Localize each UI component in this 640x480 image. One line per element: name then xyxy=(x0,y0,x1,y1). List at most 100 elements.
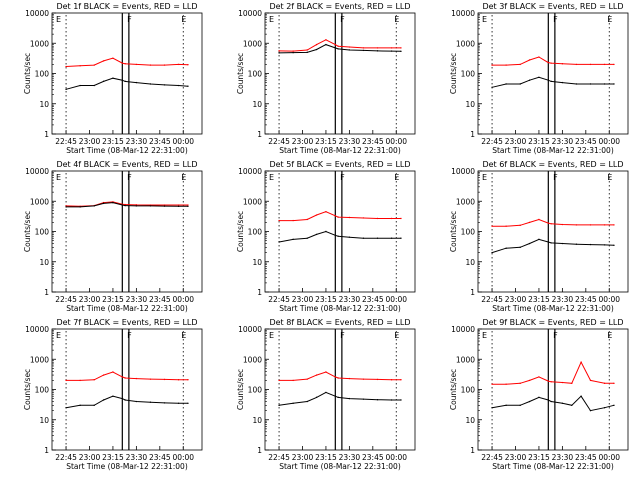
series-events xyxy=(491,76,614,88)
detector-panel-2: Det 2f BLACK = Events, RED = LLD 1 10 100 10… xyxy=(236,2,416,155)
interval-marker-label: F xyxy=(127,173,132,182)
data-point xyxy=(306,378,308,380)
x-tick-label: 23:00 xyxy=(79,453,101,462)
data-point xyxy=(135,204,138,206)
data-point xyxy=(65,205,67,207)
data-point xyxy=(149,83,152,85)
data-point xyxy=(121,62,124,64)
y-tick-label: 10000 xyxy=(451,325,475,334)
data-point xyxy=(603,407,606,409)
y-tick-label: 1 xyxy=(44,130,49,139)
data-point xyxy=(292,238,294,241)
data-point xyxy=(348,216,351,219)
y-tick-label: 10000 xyxy=(238,167,262,176)
x-axis-label: Start Time (08-Mar-12 22:31:00) xyxy=(279,304,401,313)
data-point xyxy=(550,381,552,383)
y-tick-label: 10 xyxy=(465,100,475,109)
data-point xyxy=(390,399,393,401)
y-tick-label: 1 xyxy=(257,288,262,297)
data-point xyxy=(177,402,180,404)
detector-panel-4: Det 4f BLACK = Events, RED = LLD 1 10 100 10… xyxy=(23,160,203,313)
y-tick-label: 10000 xyxy=(25,325,49,334)
data-point xyxy=(163,84,166,86)
y-tick-label: 100 xyxy=(248,228,263,237)
data-point xyxy=(528,379,531,382)
data-point xyxy=(112,201,114,204)
y-tick-label: 10 xyxy=(39,100,49,109)
data-point xyxy=(102,80,105,83)
data-point xyxy=(102,60,105,62)
data-point xyxy=(603,224,606,226)
x-axis-label: Start Time (08-Mar-12 22:31:00) xyxy=(279,462,401,471)
data-point xyxy=(121,397,124,400)
data-point xyxy=(135,205,138,207)
data-point xyxy=(613,224,615,226)
data-point xyxy=(278,52,280,54)
x-tick-label: 23:45 xyxy=(149,137,171,146)
data-point xyxy=(93,84,95,87)
data-point xyxy=(337,235,339,237)
data-point xyxy=(337,45,339,47)
y-tick-label: 10000 xyxy=(25,167,49,176)
data-point xyxy=(603,63,606,66)
data-point xyxy=(491,86,493,88)
data-point xyxy=(613,382,615,385)
data-point xyxy=(547,399,550,401)
data-point xyxy=(325,43,327,46)
series-events xyxy=(279,391,401,406)
data-point xyxy=(348,377,351,380)
x-tick-label: 23:00 xyxy=(79,137,101,146)
y-axis-label: Counts/sec xyxy=(236,369,245,410)
data-point xyxy=(306,51,308,54)
data-point xyxy=(93,64,95,66)
x-tick-label: 23:30 xyxy=(552,295,574,304)
panel-title: Det 9f BLACK = Events, RED = LLD xyxy=(482,318,623,327)
data-point xyxy=(334,215,337,217)
x-tick-label: 23:30 xyxy=(552,137,574,146)
interval-marker-label: F xyxy=(340,331,345,340)
data-point xyxy=(561,402,564,404)
data-point xyxy=(163,64,166,66)
data-point xyxy=(124,63,126,65)
x-tick-label: 23:45 xyxy=(149,453,171,462)
x-axis-label: Start Time (08-Mar-12 22:31:00) xyxy=(66,462,188,471)
data-point xyxy=(121,204,124,206)
data-point xyxy=(65,407,67,409)
interval-marker-label: F xyxy=(553,173,558,182)
data-point xyxy=(580,395,582,397)
x-tick-label: 00:00 xyxy=(385,453,407,462)
x-tick-label: 00:00 xyxy=(172,453,194,462)
data-point xyxy=(334,43,337,46)
data-point xyxy=(528,400,531,403)
data-point xyxy=(124,80,126,83)
data-point xyxy=(177,84,180,87)
data-point xyxy=(580,361,582,363)
data-point xyxy=(519,246,521,249)
data-point xyxy=(135,63,138,66)
series-lld xyxy=(279,211,401,222)
panel-title: Det 7f BLACK = Events, RED = LLD xyxy=(56,318,197,327)
y-tick-label: 10000 xyxy=(451,9,475,18)
data-point xyxy=(334,234,337,236)
x-tick-label: 23:00 xyxy=(79,295,101,304)
detector-panel-1: Det 1f BLACK = Events, RED = LLD 1 10 100 10… xyxy=(23,2,203,155)
data-point xyxy=(491,407,493,409)
data-point xyxy=(292,51,294,54)
data-point xyxy=(575,243,578,245)
interval-marker-label: F xyxy=(553,15,558,24)
data-point xyxy=(278,50,280,52)
interval-marker-label: E xyxy=(607,15,612,24)
interval-marker-label: E xyxy=(482,15,487,24)
series-events xyxy=(279,230,401,243)
data-point xyxy=(589,409,592,412)
x-tick-label: 23:30 xyxy=(126,137,148,146)
y-tick-label: 100 xyxy=(248,70,263,79)
interval-marker-label: E xyxy=(56,15,61,24)
data-point xyxy=(315,48,318,51)
y-tick-label: 100 xyxy=(461,70,476,79)
x-tick-label: 00:00 xyxy=(598,137,620,146)
data-point xyxy=(390,379,393,381)
y-axis-label: Counts/sec xyxy=(23,53,32,94)
x-tick-label: 23:45 xyxy=(362,137,384,146)
data-point xyxy=(505,247,507,249)
